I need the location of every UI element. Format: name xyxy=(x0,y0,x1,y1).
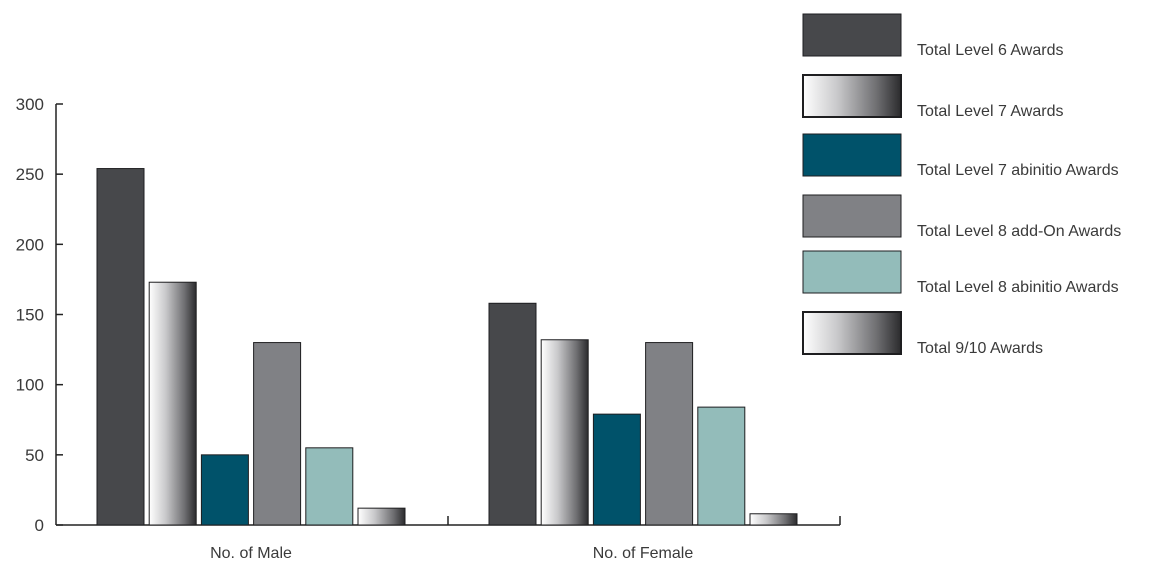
legend-swatch xyxy=(802,133,902,177)
x-category-label: No. of Female xyxy=(593,545,694,562)
legend-label: Total Level 6 Awards xyxy=(917,42,1063,59)
bar xyxy=(96,168,145,526)
bar xyxy=(488,302,537,526)
legend: Total Level 6 Awards Total Level 7 Awards… xyxy=(802,13,1121,357)
legend-label: Total Level 8 add-On Awards xyxy=(917,223,1121,240)
bars xyxy=(96,168,798,526)
legend-label: Total 9/10 Awards xyxy=(917,340,1043,357)
y-tick-label: 250 xyxy=(16,165,44,184)
bar xyxy=(305,447,354,526)
y-tick-label: 300 xyxy=(16,95,44,114)
legend-label: Total Level 7 Awards xyxy=(917,103,1063,120)
axis-labels: 0 50 100 150 200 250 300 No. of Male No. of Fema… xyxy=(16,95,694,562)
bar xyxy=(645,342,694,526)
y-tick-label: 200 xyxy=(16,235,44,254)
y-tick-label: 50 xyxy=(25,446,44,465)
legend-label: Total Level 7 abinitio Awards xyxy=(917,162,1119,179)
bar xyxy=(697,406,746,526)
legend-swatch xyxy=(802,194,902,238)
legend-swatch xyxy=(802,74,902,118)
legend-label: Total Level 8 abinitio Awards xyxy=(917,279,1119,296)
x-category-label: No. of Male xyxy=(210,545,292,562)
bar xyxy=(592,413,641,526)
bar xyxy=(749,513,798,526)
y-tick-label: 0 xyxy=(35,516,44,535)
bar xyxy=(200,454,249,526)
bar xyxy=(540,339,589,526)
bar xyxy=(148,281,197,526)
y-tick-label: 100 xyxy=(16,376,44,395)
legend-swatch xyxy=(802,250,902,294)
y-tick-label: 150 xyxy=(16,306,44,325)
bar xyxy=(357,507,406,526)
legend-swatch xyxy=(802,311,902,355)
legend-swatch xyxy=(802,13,902,57)
bar xyxy=(253,342,302,526)
